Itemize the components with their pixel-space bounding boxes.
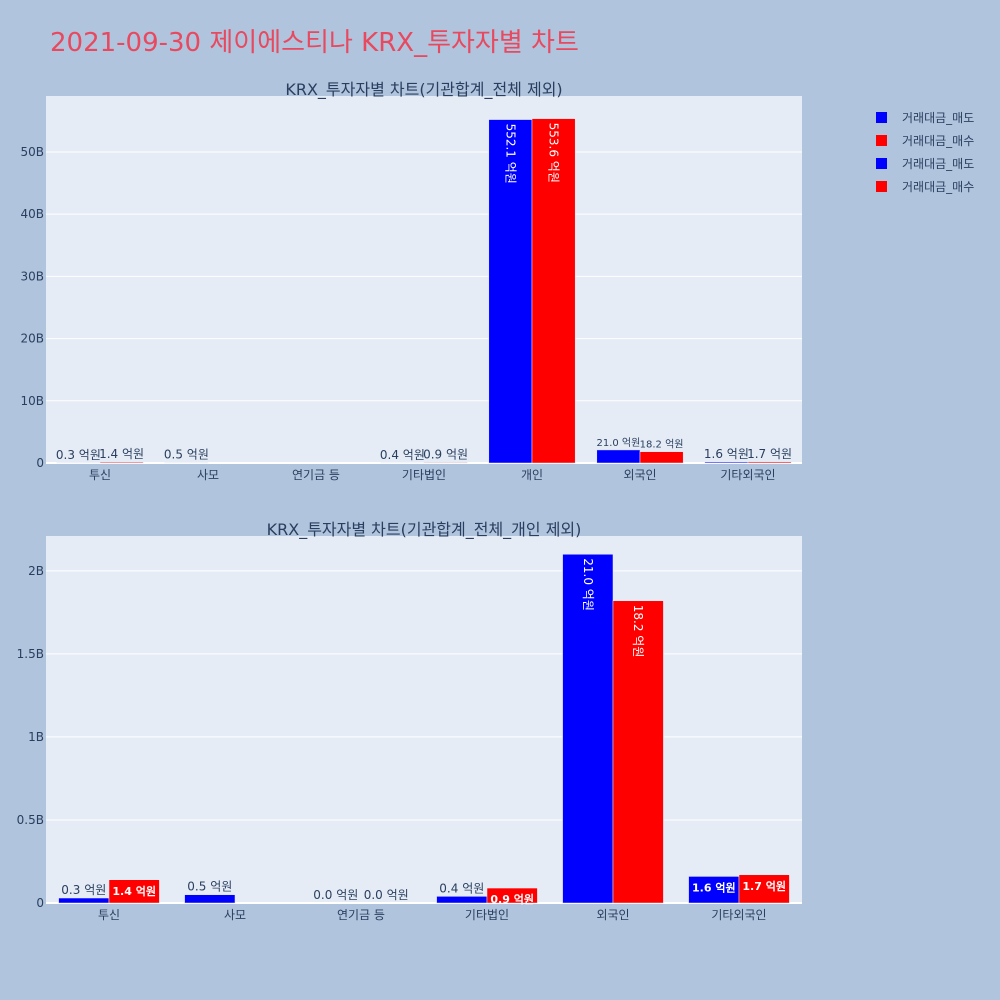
bar xyxy=(184,894,236,904)
y-tick-label: 0 xyxy=(36,896,44,910)
chart-title: KRX_투자자별 차트(기관합계_전체 제외) xyxy=(285,80,562,100)
bar xyxy=(486,887,538,904)
legend-label: 거래대금_매도 xyxy=(902,111,975,125)
legend-label: 거래대금_매수 xyxy=(902,134,975,148)
y-tick-label: 50B xyxy=(20,145,44,159)
x-tick-label: 기타외국인 xyxy=(720,468,775,482)
data-label: 21.0 억원 xyxy=(596,437,640,449)
bar xyxy=(99,461,144,464)
y-tick-label: 30B xyxy=(20,269,44,283)
y-tick-label: 10B xyxy=(20,394,44,408)
bar xyxy=(436,896,488,904)
data-label: 0.9 억원 xyxy=(490,892,534,906)
y-tick-label: 0.5B xyxy=(17,813,44,827)
x-tick-label: 사모 xyxy=(224,908,246,922)
x-tick-label: 개인 xyxy=(521,468,543,482)
x-tick-label: 투신 xyxy=(89,468,111,482)
bar xyxy=(639,451,684,464)
x-tick-label: 사모 xyxy=(197,468,219,482)
bar xyxy=(747,461,792,464)
bar xyxy=(531,118,576,464)
x-tick-label: 외국인 xyxy=(596,908,629,922)
data-label: 553.6 억원 xyxy=(547,123,561,183)
bar xyxy=(58,897,110,904)
data-label: 0.3 억원 xyxy=(61,883,106,897)
x-tick-label: 투신 xyxy=(98,908,120,922)
legend-label: 거래대금_매도 xyxy=(902,157,975,171)
data-label: 1.7 억원 xyxy=(747,447,792,461)
legend: 거래대금_매도 거래대금_매수 거래대금_매도 거래대금_매수 xyxy=(876,106,974,198)
x-tick-label: 연기금 등 xyxy=(292,468,340,482)
legend-swatch-icon xyxy=(876,181,887,192)
x-tick-label: 기타법인 xyxy=(402,468,446,482)
bar xyxy=(596,449,641,464)
legend-item[interactable]: 거래대금_매수 xyxy=(876,129,974,152)
data-label: 0.9 억원 xyxy=(423,447,468,461)
plot-area xyxy=(46,536,802,903)
data-label: 1.6 억원 xyxy=(704,447,749,461)
data-label: 0.4 억원 xyxy=(439,881,484,895)
legend-item[interactable]: 거래대금_매수 xyxy=(876,175,974,198)
data-label: 18.2 억원 xyxy=(631,605,645,658)
y-tick-label: 40B xyxy=(20,207,44,221)
y-tick-label: 1.5B xyxy=(17,647,44,661)
legend-label: 거래대금_매수 xyxy=(902,180,975,194)
legend-swatch-icon xyxy=(876,135,887,146)
data-label: 0.3 억원 xyxy=(56,448,101,462)
data-label: 1.7 억원 xyxy=(742,879,786,893)
x-tick-label: 연기금 등 xyxy=(337,908,385,922)
legend-item[interactable]: 거래대금_매도 xyxy=(876,106,974,129)
y-tick-label: 20B xyxy=(20,332,44,346)
data-label: 0.4 억원 xyxy=(380,448,425,462)
data-label: 0.0 억원 xyxy=(364,888,409,902)
bar xyxy=(704,461,749,464)
data-label: 18.2 억원 xyxy=(640,439,684,451)
data-label: 1.4 억원 xyxy=(112,884,156,898)
y-tick-label: 0 xyxy=(36,456,44,470)
bar xyxy=(562,554,614,904)
bar xyxy=(423,462,468,464)
data-label: 0.5 억원 xyxy=(164,448,209,462)
plot-area xyxy=(46,96,802,463)
legend-swatch-icon xyxy=(876,158,887,169)
data-label: 552.1 억원 xyxy=(503,124,517,184)
page-title: 2021-09-30 제이에스티나 KRX_투자자별 차트 xyxy=(50,28,579,58)
x-tick-label: 기타외국인 xyxy=(711,908,766,922)
data-label: 0.0 억원 xyxy=(313,888,358,902)
data-label: 1.4 억원 xyxy=(99,447,144,461)
data-label: 0.5 억원 xyxy=(187,880,232,894)
legend-swatch-icon xyxy=(876,112,887,123)
y-tick-label: 1B xyxy=(28,730,44,744)
chart-title: KRX_투자자별 차트(기관합계_전체_개인 제외) xyxy=(267,520,582,540)
legend-item[interactable]: 거래대금_매도 xyxy=(876,152,974,175)
y-tick-label: 2B xyxy=(28,564,44,578)
data-label: 1.6 억원 xyxy=(692,880,736,894)
bar xyxy=(738,874,790,904)
data-label: 21.0 억원 xyxy=(581,558,595,611)
x-tick-label: 외국인 xyxy=(623,468,656,482)
bar xyxy=(108,879,160,904)
bar xyxy=(612,600,664,904)
x-tick-label: 기타법인 xyxy=(465,908,509,922)
